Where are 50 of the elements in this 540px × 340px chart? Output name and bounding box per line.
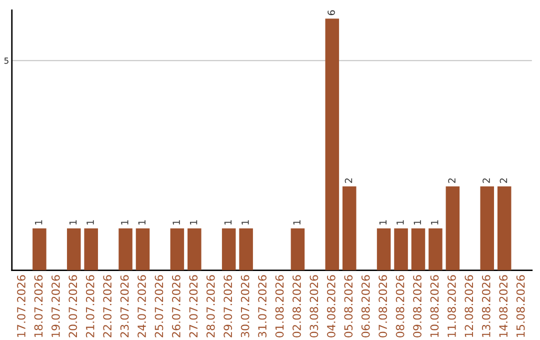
- x-tick-label: 03.08.2026: [310, 275, 318, 338]
- data-label: 1: [293, 220, 300, 225]
- x-tick-label: 07.08.2026: [378, 275, 388, 338]
- x-tick-label: 08.08.2026: [396, 275, 404, 338]
- x-tick-label: 02.08.2026: [292, 275, 301, 338]
- data-label: 1: [431, 220, 438, 225]
- x-tick-label: 15.08.2026: [516, 275, 525, 337]
- data-label: 1: [121, 220, 128, 225]
- data-label: 1: [172, 220, 180, 225]
- x-tick-label: 10.08.2026: [430, 275, 439, 337]
- x-tick-label: 30.07.2026: [240, 275, 250, 338]
- data-label: 1: [86, 220, 94, 225]
- data-label: 6: [328, 10, 335, 16]
- x-tick-label: 23.07.2026: [120, 275, 129, 338]
- data-label: 2: [448, 178, 456, 183]
- y-tick-label: 5: [4, 58, 8, 64]
- x-tick-label: 17.07.2026: [17, 275, 26, 337]
- data-label: 1: [190, 220, 198, 225]
- data-label: 1: [414, 220, 421, 225]
- data-label: 1: [224, 220, 232, 225]
- x-tick-label: 21.07.2026: [86, 275, 94, 338]
- x-tick-label: 01.08.2026: [275, 275, 284, 338]
- data-label: 1: [138, 220, 146, 225]
- x-tick-label: 27.07.2026: [189, 275, 198, 338]
- x-tick-label: 05.08.2026: [344, 275, 353, 338]
- x-tick-label: 20.07.2026: [68, 275, 78, 338]
- x-tick-label: 25.07.2026: [154, 275, 164, 338]
- x-tick-label: 28.07.2026: [206, 275, 215, 338]
- x-tick-label: 06.08.2026: [361, 275, 370, 338]
- x-tick-label: 12.08.2026: [464, 275, 474, 337]
- data-label: 1: [396, 220, 404, 225]
- x-tick-label: 24.07.2026: [138, 275, 146, 338]
- x-tick-label: 29.07.2026: [224, 275, 232, 338]
- data-label: 2: [344, 178, 352, 183]
- x-tick-label: 11.08.2026: [448, 275, 456, 337]
- x-tick-label: 13.08.2026: [482, 275, 490, 337]
- x-tick-label: 31.07.2026: [258, 275, 267, 338]
- data-label: 1: [242, 220, 249, 225]
- data-label: 2: [500, 178, 508, 183]
- data-label: 1: [379, 220, 386, 225]
- x-tick-label: 04.08.2026: [326, 275, 336, 338]
- data-label: 1: [35, 220, 42, 225]
- x-tick-label: 19.07.2026: [51, 275, 60, 337]
- x-tick-label: 22.07.2026: [103, 275, 112, 338]
- x-tick-label: 09.08.2026: [413, 275, 422, 338]
- x-tick-label: 18.07.2026: [34, 275, 43, 337]
- x-tick-label: 14.08.2026: [499, 275, 508, 337]
- x-tick-label: 26.07.2026: [172, 275, 180, 338]
- data-label: 1: [69, 220, 77, 225]
- data-label: 2: [482, 178, 490, 183]
